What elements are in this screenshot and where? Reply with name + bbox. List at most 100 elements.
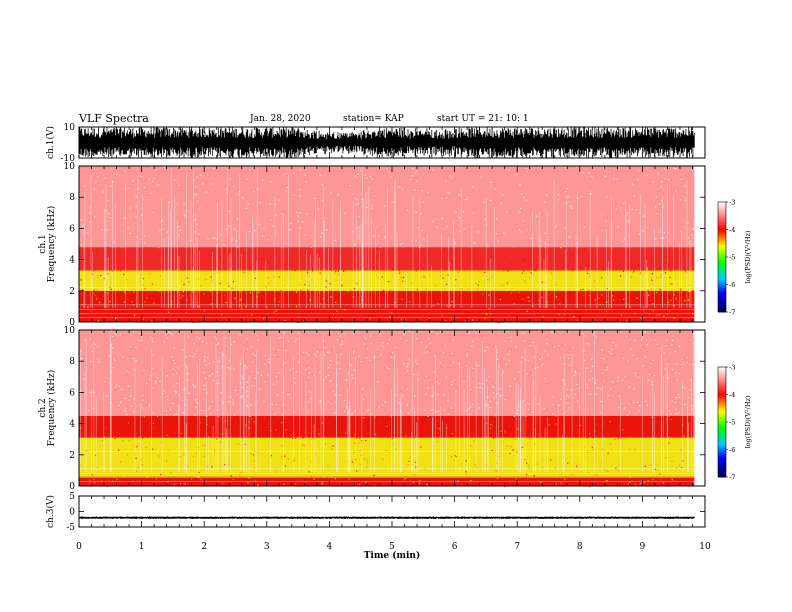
spectrogram-pixel [323, 219, 325, 221]
spectrogram-pixel [448, 207, 451, 209]
spectrogram-pixel [622, 429, 624, 431]
spectrogram-pixel [321, 183, 323, 185]
spectrogram-pixel [563, 315, 566, 317]
spectrogram-pixel [383, 484, 385, 486]
spectrogram-pixel [112, 201, 114, 203]
spectrogram-pixel [406, 405, 408, 407]
spectrogram-pixel [232, 330, 234, 332]
spectrogram-pixel [556, 232, 558, 234]
spectrogram-pixel [432, 394, 434, 396]
spectrogram-pixel [506, 282, 509, 284]
spectrogram-pixel [490, 200, 492, 202]
spectrogram-pixel [486, 258, 488, 260]
spectrogram-pixel [243, 184, 245, 187]
spectrogram-pixel [582, 312, 584, 314]
spectrogram-pixel [339, 425, 341, 427]
spectrogram-pixel [624, 222, 626, 225]
spectrogram-pixel [508, 360, 510, 362]
spectrogram-pixel [612, 381, 614, 383]
spectrogram-pixel [270, 174, 272, 176]
spectrogram-pixel [228, 458, 230, 460]
spectrogram-pixel [565, 464, 567, 466]
spectrogram-pixel [136, 471, 138, 473]
spectrogram-pixel [627, 360, 629, 362]
spectrogram-pixel [381, 219, 383, 221]
spectrogram-pixel [161, 219, 163, 221]
spectrogram-pixel [341, 474, 343, 476]
spectrogram-pixel [379, 404, 381, 406]
spectrogram-pixel [126, 456, 128, 458]
spectrogram-pixel [615, 418, 617, 420]
spectrogram-pixel [532, 305, 534, 307]
spectrogram-pixel [623, 357, 625, 359]
spectrogram-pixel [289, 229, 291, 231]
spectrogram-pixel [329, 444, 331, 446]
spectrogram-pixel [199, 422, 201, 424]
spectrogram-pixel [623, 456, 625, 458]
spectrogram-pixel [609, 420, 611, 423]
spectrogram-pixel [228, 401, 230, 403]
spectrogram-pixel [494, 381, 496, 383]
spectrogram-pixel [394, 190, 396, 192]
spectrogram-pixel [666, 313, 669, 315]
spectrogram-pixel [158, 254, 160, 256]
spectrogram-pixel [671, 339, 674, 341]
spectrogram-pixel [684, 309, 686, 311]
spectrogram-pixel [135, 186, 137, 188]
spectrogram-pixel [446, 283, 448, 285]
spectrogram-pixel [560, 259, 562, 261]
spectrogram-pixel [562, 315, 564, 317]
spectrogram-pixel [158, 455, 160, 457]
spectrogram-pixel [114, 178, 116, 180]
spectrogram-pixel [467, 343, 470, 345]
spectrogram-pixel [286, 172, 288, 174]
spectrogram-pixel [323, 166, 325, 168]
spectrogram-pixel [688, 356, 690, 358]
spectrogram-pixel [271, 403, 273, 406]
spectrogram-pixel [124, 267, 126, 269]
spectrogram-pixel [180, 429, 182, 431]
spectrogram-pixel [357, 353, 359, 355]
spectrogram-pixel [152, 422, 155, 424]
spectrogram-pixel [386, 469, 388, 471]
spectrogram-pixel [509, 426, 511, 428]
spectrogram-pixel [254, 355, 256, 357]
spectrogram-pixel [148, 178, 150, 180]
spectrogram-pixel [466, 410, 468, 412]
spectrogram-pixel [590, 330, 592, 332]
spectrogram-pixel [182, 190, 184, 192]
spectrogram-pixel [426, 369, 428, 371]
spectrogram-pixel [671, 356, 673, 358]
spectrogram-pixel [342, 343, 344, 345]
spectrogram-pixel [392, 463, 394, 465]
spectrogram-pixel [104, 340, 106, 342]
spectrogram-pixel [492, 187, 494, 189]
spectrogram-pixel [441, 315, 443, 317]
spectrogram-pixel [592, 172, 594, 174]
spectrogram-pixel [225, 306, 227, 308]
spectrogram-pixel [179, 483, 181, 485]
spectrogram-pixel [102, 255, 104, 257]
spectrogram-pixel [685, 442, 687, 444]
spectrogram-pixel [272, 479, 274, 481]
spectrogram-pixel [302, 479, 304, 481]
spectrogram-pixel [154, 433, 156, 435]
spectrogram-pixel [563, 278, 565, 280]
spectrogram-pixel [534, 354, 536, 356]
spectrogram-pixel [312, 270, 314, 272]
spectrogram-pixel [541, 413, 543, 415]
spectrogram-pixel [541, 281, 543, 283]
spectrogram-pixel [154, 399, 156, 401]
spectrogram-pixel [308, 372, 310, 374]
spectrogram-pixel [377, 205, 379, 207]
spectrogram-pixel [484, 218, 486, 220]
spectrogram-pixel [555, 445, 557, 447]
spectrogram-pixel [233, 260, 235, 263]
spectrogram-pixel [468, 265, 470, 267]
spectrogram-pixel [179, 236, 181, 238]
spectrogram-pixel [97, 318, 99, 320]
spectrogram-pixel [354, 404, 356, 406]
spectrogram-pixel [437, 220, 440, 223]
spectrogram-pixel [125, 408, 128, 410]
